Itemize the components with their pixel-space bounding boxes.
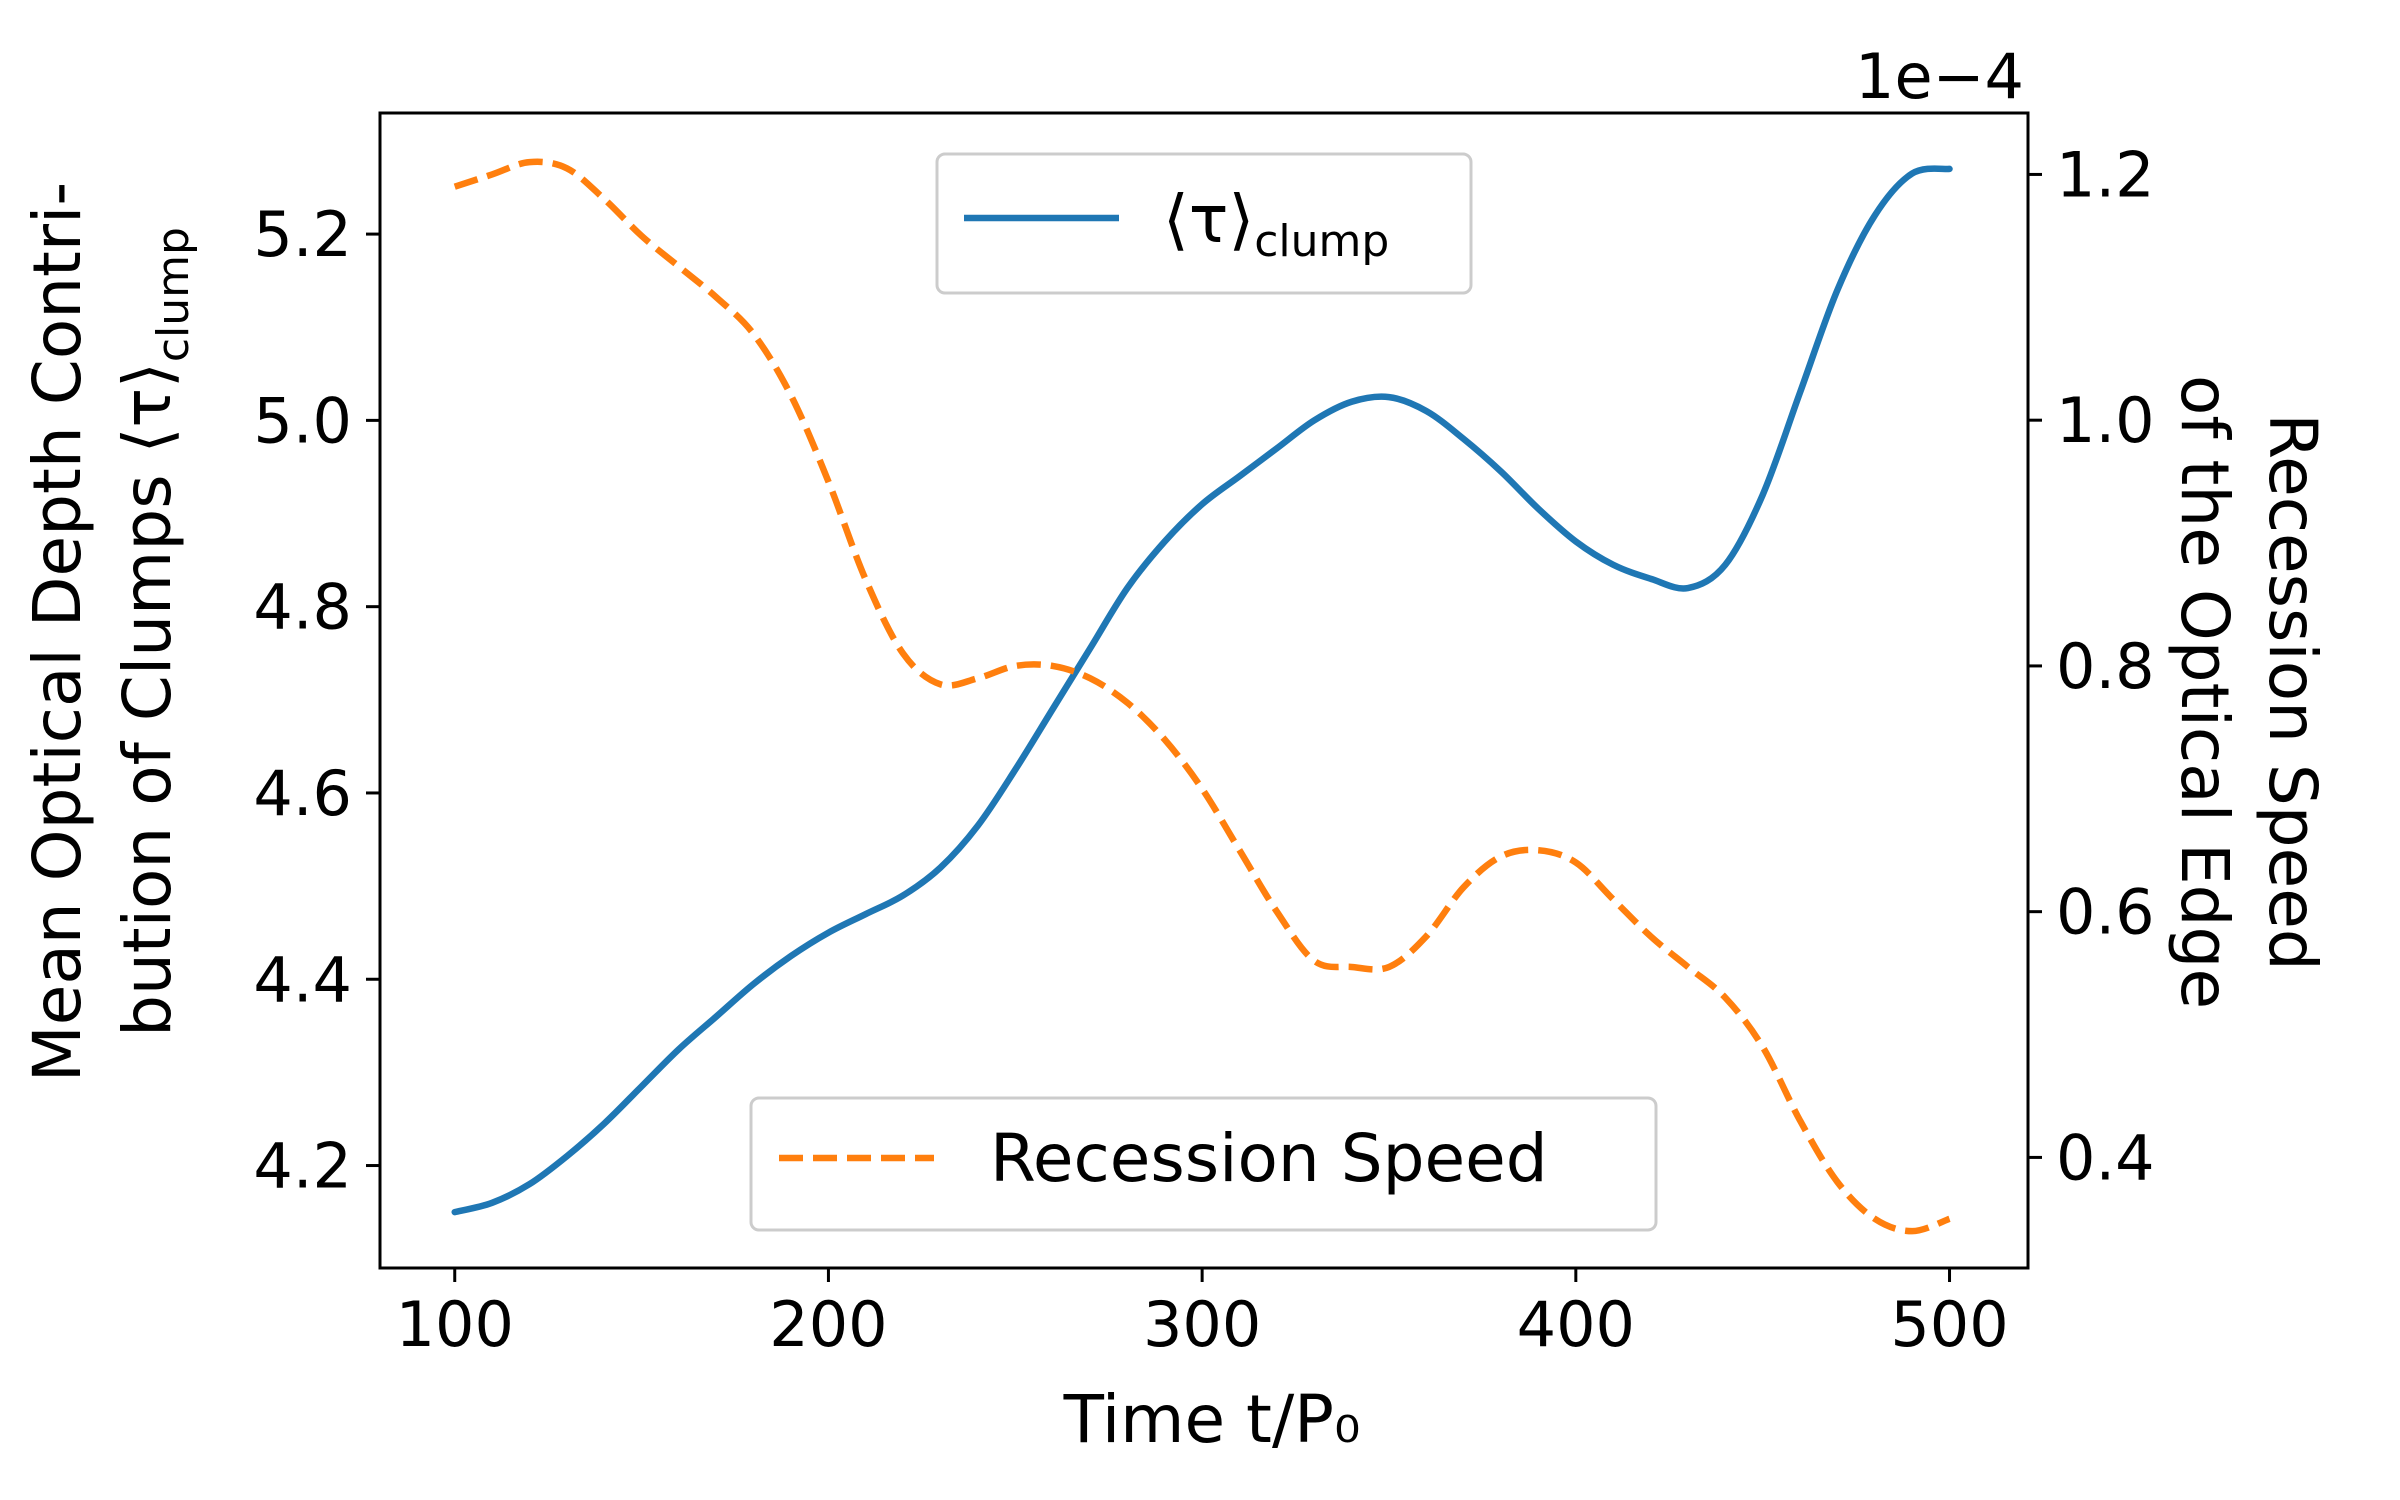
left-axis-label-main: bution of Clumps ⟨τ⟩ <box>109 362 186 1037</box>
right-tick-label: 1.0 <box>2056 384 2155 457</box>
right-tick-label: 1.2 <box>2056 138 2155 211</box>
right-axis-label-line1: Recession Speed <box>2254 413 2331 971</box>
legend-tau-clump: ⟨τ⟩clump <box>935 152 1473 295</box>
series-line-tau-clump <box>451 165 1953 1216</box>
legend-tau-clump-label: ⟨τ⟩clump <box>1163 181 1389 267</box>
series-line-recession-speed <box>453 158 1951 1235</box>
right-tick-label: 0.4 <box>2056 1121 2155 1194</box>
x-tick-label: 300 <box>1143 1288 1261 1361</box>
series-layer <box>451 158 1953 1235</box>
left-axis-label-line1: Mean Optical Depth Contri- <box>19 182 96 1082</box>
legend-recession-speed: Recession Speed <box>749 1096 1658 1232</box>
x-axis-ticks: 100 200 300 400 500 <box>396 1268 2009 1361</box>
left-tick-label: 4.4 <box>253 943 352 1016</box>
x-axis-label: Time t/P₀ <box>1063 1381 1361 1458</box>
x-tick-label: 100 <box>396 1288 514 1361</box>
plot-frame <box>378 111 2030 1270</box>
left-tick-label: 4.2 <box>253 1130 352 1203</box>
right-tick-label: 0.6 <box>2056 876 2155 949</box>
legend-tau-clump-label-main: ⟨τ⟩ <box>1163 181 1254 258</box>
right-axis-ticks: 0.4 0.6 0.8 1.0 1.2 <box>2028 138 2155 1194</box>
left-tick-label: 5.2 <box>253 198 352 271</box>
right-axis-label: Recession Speed of the Optical Edge <box>2166 375 2331 1009</box>
right-axis-offset-text: 1e−4 <box>1855 40 2024 113</box>
legend-tau-clump-label-sub: clump <box>1254 216 1389 267</box>
x-tick-label: 500 <box>1890 1288 2008 1361</box>
x-tick-label: 400 <box>1517 1288 1635 1361</box>
x-tick-label: 200 <box>769 1288 887 1361</box>
left-axis-label-subscript: clump <box>148 227 199 362</box>
right-axis-label-line2: of the Optical Edge <box>2166 375 2243 1009</box>
left-axis-ticks: 4.2 4.4 4.6 4.8 5.0 5.2 <box>253 198 380 1203</box>
left-tick-label: 5.0 <box>253 384 352 457</box>
legend-tau-clump-box <box>935 152 1473 295</box>
right-tick-label: 0.8 <box>2056 630 2155 703</box>
left-axis-label-line2: bution of Clumps ⟨τ⟩clump <box>109 227 199 1037</box>
left-tick-label: 4.6 <box>253 757 352 830</box>
left-tick-label: 4.8 <box>253 571 352 644</box>
legend-recession-speed-box <box>749 1096 1658 1232</box>
legend-recession-speed-label: Recession Speed <box>990 1120 1548 1197</box>
left-axis-label: Mean Optical Depth Contri- bution of Clu… <box>19 182 199 1082</box>
